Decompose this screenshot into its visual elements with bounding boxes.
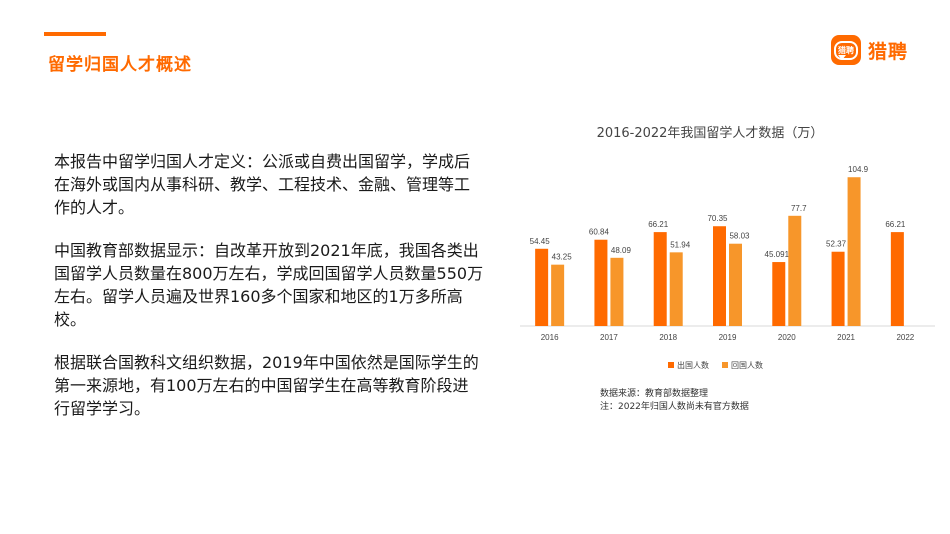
paragraph-definition: 本报告中留学归国人才定义：公派或自费出国留学，学成后在海外或国内从事科研、教学、…: [54, 152, 471, 217]
bar-return-2021: [847, 177, 861, 326]
bar-outbound-2017: [594, 239, 608, 326]
bar-return-2019: [729, 243, 742, 326]
source-line: 数据来源：教育部数据整理: [600, 389, 709, 399]
liepin-logo: 猎聘 猎聘: [831, 34, 908, 66]
x-tick-label: 2019: [719, 333, 737, 342]
data-label: 48.09: [611, 246, 632, 255]
logo-mark-text: 猎聘: [834, 40, 858, 60]
logo-text: 猎聘: [868, 40, 909, 63]
data-label: 66.21: [648, 220, 669, 229]
bar-return-2016: [551, 264, 565, 326]
x-tick-label: 2018: [659, 333, 677, 342]
x-tick-label: 2021: [837, 333, 855, 342]
bar-outbound-2019: [713, 226, 726, 326]
bar-outbound-2020: [772, 262, 786, 326]
bar-outbound-2021: [831, 251, 845, 326]
data-label: 58.03: [729, 232, 750, 241]
data-label: 104.9: [848, 165, 869, 174]
accent-line: [44, 32, 106, 36]
legend-swatch-1: [722, 362, 728, 368]
bar-outbound-2022: [890, 232, 904, 326]
legend-swatch-0: [668, 362, 674, 368]
x-tick-label: 2022: [896, 333, 914, 342]
data-label: 45.091: [765, 250, 790, 259]
paragraph-moe-data: 中国教育部数据显示：自改革开放到2021年底，我国各类出国留学人员数量在800万…: [54, 241, 484, 329]
data-label: 77.7: [791, 204, 807, 213]
bar-return-2018: [669, 252, 683, 326]
x-tick-label: 2020: [778, 333, 796, 342]
data-label: 54.45: [530, 237, 551, 246]
legend-label: 回国人数: [731, 360, 763, 370]
data-label: 70.35: [707, 214, 728, 223]
data-label: 43.25: [552, 253, 573, 262]
data-label: 60.84: [589, 228, 610, 237]
bar-outbound-2016: [535, 248, 549, 326]
bar-return-2017: [610, 257, 624, 326]
data-label: 52.37: [826, 240, 847, 249]
paragraph-unesco-data: 根据联合国教科文组织数据，2019年中国依然是国际学生的第一来源地，有100万左…: [54, 353, 479, 418]
data-label: 66.21: [885, 220, 906, 229]
intro-text: 本报告中留学归国人才定义：公派或自费出国留学，学成后在海外或国内从事科研、教学、…: [54, 150, 484, 440]
bar-outbound-2018: [653, 232, 667, 326]
legend-label: 出国人数: [677, 360, 709, 370]
x-tick-label: 2017: [600, 333, 618, 342]
source-note: 数据来源：教育部数据整理 注：2022年归国人数尚未有官方数据: [600, 388, 749, 414]
x-tick-label: 2016: [541, 333, 559, 342]
bar-return-2020: [788, 215, 802, 326]
logo-chat-icon: 猎聘: [831, 35, 861, 65]
chart-title: 2016-2022年我国留学人才数据（万）: [596, 126, 824, 141]
note-line: 注：2022年归国人数尚未有官方数据: [600, 402, 749, 412]
data-label: 51.94: [670, 240, 691, 249]
page-title: 留学归国人才概述: [48, 55, 192, 75]
